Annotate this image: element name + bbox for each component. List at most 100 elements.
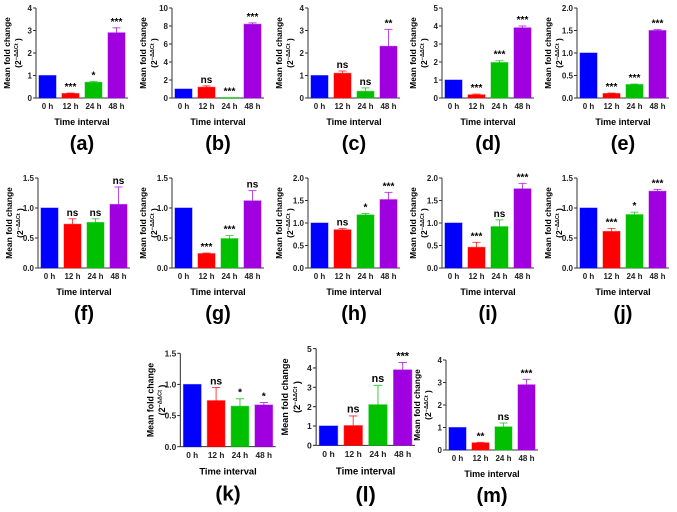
bar-48h (109, 203, 128, 269)
y-tick-label: 8 (164, 22, 169, 31)
y-tick-label: 0.0 (165, 442, 177, 452)
y-unit-base: 2 (285, 230, 295, 235)
y-tick-label: 1 (438, 424, 443, 433)
significance-label: *** (517, 172, 529, 183)
panel-caption: (f) (74, 303, 94, 325)
x-tick-label: 24 h (232, 450, 249, 460)
y-axis-unit: (2−ΔΔCt ) (554, 208, 564, 238)
chart-panel-k: 0.0 0.5 1.0 1.5 Mean fold change (2−ΔΔCt ) 0 h… (145, 348, 276, 506)
bar-12h (471, 442, 490, 451)
y-tick-label: 2 (164, 76, 169, 85)
x-axis-label: Time interval (190, 117, 245, 127)
significance-label: * (633, 201, 637, 212)
x-tick-label: 0 h (452, 454, 464, 463)
x-tick-label: 12 h (208, 450, 225, 460)
bar-24h (356, 214, 375, 269)
y-tick-label: 0.5 (427, 242, 439, 251)
bar-48h (393, 369, 413, 446)
y-tick-label: 2 (300, 49, 305, 58)
chart-panel-g: 0.0 0.5 1.0 1.5 Mean fold change (2−ΔΔCt ) 0 h… (138, 174, 264, 325)
bar-24h (356, 90, 375, 99)
y-tick-label: 1.0 (562, 49, 574, 58)
y-axis-unit: (2−ΔΔCt ) (419, 208, 429, 238)
y-tick-label: 0 (307, 441, 312, 451)
bar-12h (63, 223, 82, 269)
bar-48h (254, 404, 274, 448)
bar-12h (206, 400, 226, 448)
significance-label: *** (652, 178, 664, 189)
x-tick-label: 48 h (244, 102, 260, 111)
bar-24h (490, 226, 509, 269)
x-tick-label: 0 h (448, 272, 460, 281)
x-tick-label: 0 h (583, 102, 595, 111)
x-axis-label: Time interval (326, 117, 381, 127)
y-axis-label: Mean fold change (408, 17, 418, 89)
bar-12h (333, 229, 352, 269)
y-unit-exponent: −ΔΔCt (14, 43, 20, 60)
y-tick-label: 2 (434, 58, 439, 67)
x-axis-label: Time interval (54, 117, 109, 127)
y-tick-label: 3 (438, 379, 443, 388)
y-tick-label: 1.0 (293, 219, 305, 228)
y-tick-label: 4 (307, 363, 312, 373)
y-tick-label: 6 (164, 40, 169, 49)
y-unit-exponent: −ΔΔCt (16, 213, 22, 230)
y-tick-label: 3 (307, 383, 312, 393)
significance-label: ns (113, 176, 125, 187)
y-unit-base: 2 (149, 60, 159, 65)
significance-label: ns (360, 77, 372, 88)
x-tick-label: 48 h (649, 272, 665, 281)
y-tick-label: 0.0 (562, 94, 574, 103)
bar-0h (444, 79, 463, 99)
x-axis-label: Time interval (460, 117, 515, 127)
bar-12h (602, 230, 621, 269)
y-tick-label: 10 (159, 4, 168, 13)
bar-48h (379, 199, 398, 269)
y-tick-label: 1.0 (562, 204, 574, 213)
x-tick-label: 24 h (491, 272, 507, 281)
y-tick-label: 2 (28, 49, 33, 58)
y-tick-label: 0.0 (23, 264, 35, 273)
x-tick-label: 0 h (314, 272, 326, 281)
x-axis-label: Time interval (336, 466, 395, 477)
y-unit-base: 2 (13, 60, 23, 65)
x-tick-label: 48 h (649, 102, 665, 111)
y-tick-label: 2.0 (427, 174, 439, 183)
y-tick-label: 0.5 (165, 411, 177, 421)
y-unit-exponent: −ΔΔCt (286, 213, 292, 230)
y-tick-label: 1 (307, 421, 312, 431)
y-unit-exponent: −ΔΔCt (150, 213, 156, 230)
bar-48h (513, 27, 532, 99)
y-unit-exponent: −ΔΔCt (555, 43, 561, 60)
y-tick-label: 1.0 (165, 380, 177, 390)
y-axis-unit: (2−ΔΔCt ) (13, 38, 23, 68)
significance-label: ** (385, 18, 393, 29)
significance-label: *** (521, 368, 533, 379)
bar-48h (243, 23, 262, 99)
y-tick-label: 0.5 (562, 234, 574, 243)
significance-label: ns (347, 404, 360, 416)
x-tick-label: 12 h (472, 454, 488, 463)
y-tick-label: 1.5 (157, 174, 169, 183)
significance-label: ns (494, 209, 506, 220)
x-tick-label: 24 h (87, 272, 103, 281)
y-tick-label: 0.0 (427, 264, 439, 273)
bar-24h (220, 97, 239, 99)
x-tick-label: 0 h (178, 102, 190, 111)
y-tick-label: 1.5 (562, 27, 574, 36)
y-tick-label: 0.0 (157, 264, 169, 273)
bar-24h (368, 404, 388, 446)
bar-0h (318, 425, 339, 446)
y-unit-base: 2 (15, 230, 25, 235)
y-unit-base: 2 (419, 60, 429, 65)
chart-panel-m: 0 1 2 3 4 Mean fold change (2−ΔΔCt ) 0 h ** 12 h n… (412, 356, 538, 507)
y-axis-label: Mean fold change (138, 17, 148, 89)
x-tick-label: 24 h (85, 102, 101, 111)
x-tick-label: 12 h (334, 102, 350, 111)
y-axis-unit: (2−ΔΔCt ) (15, 208, 25, 238)
y-unit-base: 2 (157, 407, 167, 412)
panel-caption: (m) (476, 485, 507, 507)
y-tick-label: 0 (434, 94, 439, 103)
y-unit-base: 2 (419, 230, 429, 235)
